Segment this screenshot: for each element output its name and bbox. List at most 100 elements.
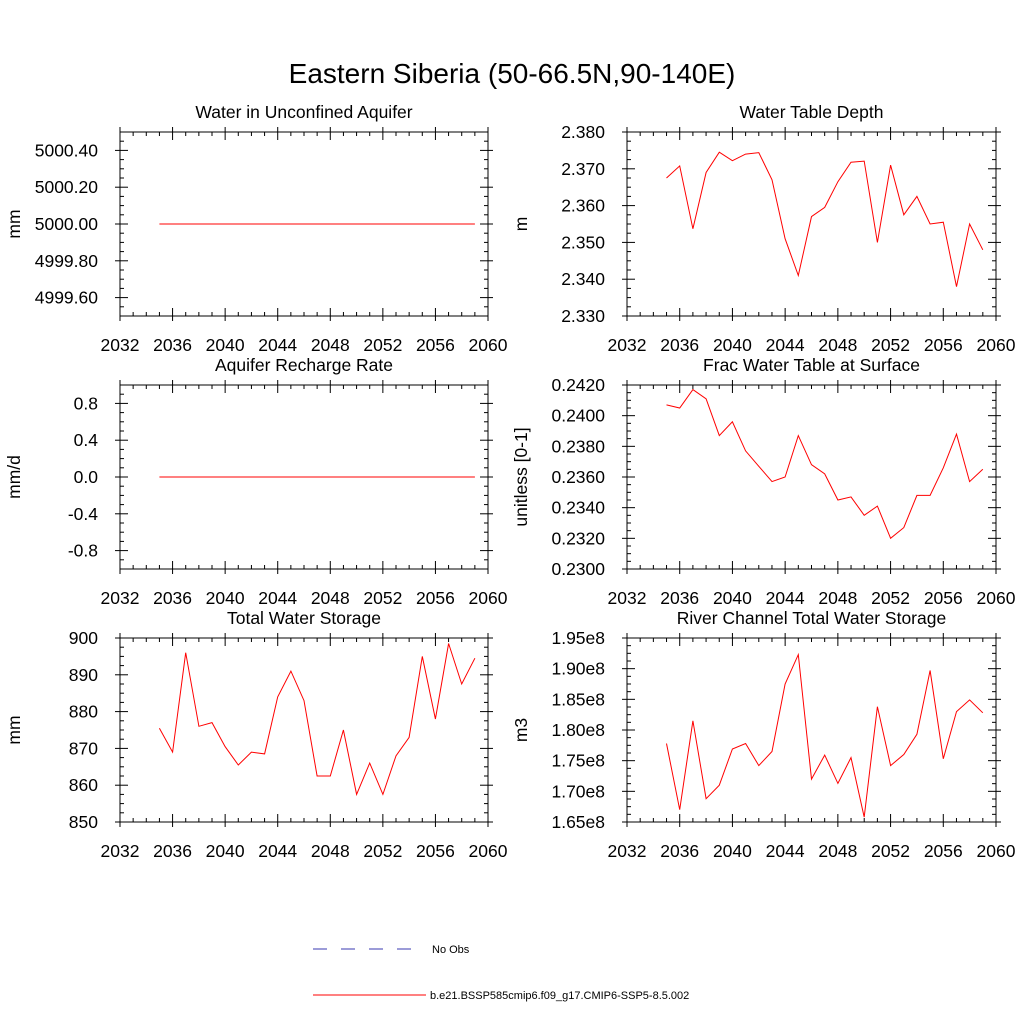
x-tick-label: 2048: [818, 588, 857, 608]
panels: Water in Unconfined Aquifer mm 2032 2036 204…: [4, 102, 1016, 861]
x-tick-label: 2052: [363, 335, 402, 355]
y-tick-label: 5000.00: [35, 214, 99, 234]
y-tick-label: 890: [69, 665, 98, 685]
x-tick-label: 2040: [206, 588, 245, 608]
panel-recharge: Aquifer Recharge Rate mm/d 2032 2036 2040 204…: [4, 355, 508, 608]
x-tick-label: 2032: [608, 335, 647, 355]
y-tick-label: 850: [69, 812, 98, 832]
y-axis-label: m: [511, 217, 531, 232]
series-line-rivstor: [666, 652, 984, 818]
x-tick-label: 2052: [871, 588, 910, 608]
plot-frame: [626, 131, 997, 317]
y-tick-label: 0.4: [74, 430, 99, 450]
x-tick-label: 2048: [818, 335, 857, 355]
x-tick-label: 2060: [977, 588, 1016, 608]
panel-title: Frac Water Table at Surface: [703, 355, 920, 375]
y-tick-label: 860: [69, 775, 98, 795]
x-tick-label: 2032: [101, 588, 140, 608]
y-tick-label: 0.2400: [551, 406, 605, 426]
y-tick-label: 880: [69, 702, 98, 722]
y-axis: 0.2300 0.2320 0.2340 0.2360 0.2380 0.2400 0.24…: [551, 375, 1001, 579]
x-tick-label: 2032: [101, 841, 140, 861]
y-axis: 850 860 870 880 890 900: [69, 628, 493, 832]
x-tick-label: 2036: [660, 335, 699, 355]
panel-tws: Total Water Storage mm 2032 2036 2040 2044 204…: [4, 608, 508, 861]
y-axis: 1.65e8 1.70e8 1.75e8 1.80e8 1.85e8 1.90e8 1.95…: [551, 628, 1001, 832]
x-tick-label: 2056: [416, 335, 455, 355]
panel-aquifer: Water in Unconfined Aquifer mm 2032 2036 204…: [4, 102, 508, 355]
y-tick-label: 1.80e8: [551, 720, 605, 740]
legend-obs-label: No Obs: [432, 944, 470, 956]
x-tick-label: 2044: [258, 335, 297, 355]
y-tick-label: 0.2340: [551, 498, 605, 518]
x-tick-label: 2060: [469, 588, 508, 608]
x-tick-label: 2036: [660, 588, 699, 608]
y-tick-label: 0.2300: [551, 559, 605, 579]
x-tick-label: 2060: [977, 335, 1016, 355]
y-tick-label: 2.360: [561, 196, 605, 216]
y-tick-label: 1.85e8: [551, 689, 605, 709]
y-axis-label: mm: [4, 209, 24, 238]
y-tick-label: 0.2380: [551, 436, 605, 456]
x-tick-label: 2060: [469, 841, 508, 861]
y-tick-label: 4999.60: [35, 288, 99, 308]
x-tick-label: 2056: [924, 335, 963, 355]
x-tick-label: 2036: [153, 841, 192, 861]
x-tick-label: 2036: [660, 841, 699, 861]
x-tick-label: 2048: [818, 841, 857, 861]
y-tick-label: 2.330: [561, 306, 605, 326]
plot-frame: [626, 384, 997, 570]
panel-fracwt: Frac Water Table at Surface unitless [0-1…: [511, 355, 1016, 608]
y-tick-label: 5000.20: [35, 177, 99, 197]
legend-model-label: b.e21.BSSP585cmip6.f09_g17.CMIP6-SSP5-8.…: [430, 990, 689, 1002]
y-tick-label: 0.2320: [551, 528, 605, 548]
x-axis: 2032 2036 2040 2044 2048 2052 2056 2060: [101, 633, 508, 861]
legend: No Obs b.e21.BSSP585cmip6.f09_g17.CMIP6-…: [313, 944, 689, 1002]
x-axis: 2032 2036 2040 2044 2048 2052 2056 2060: [608, 127, 1016, 355]
x-tick-label: 2032: [608, 841, 647, 861]
y-axis: 4999.60 4999.80 5000.00 5000.20 5000.40: [35, 131, 493, 317]
x-axis: 2032 2036 2040 2044 2048 2052 2056 2060: [608, 633, 1016, 861]
x-tick-label: 2060: [977, 841, 1016, 861]
panel-title: River Channel Total Water Storage: [677, 608, 946, 628]
y-axis-label: mm/d: [4, 455, 24, 499]
y-tick-label: 0.0: [74, 467, 99, 487]
y-tick-label: -0.4: [68, 504, 98, 524]
x-tick-label: 2056: [416, 588, 455, 608]
y-axis: 2.330 2.340 2.350 2.360 2.370 2.380: [561, 122, 1001, 326]
y-tick-label: 2.350: [561, 232, 605, 252]
x-tick-label: 2048: [311, 588, 350, 608]
series-line-tws: [158, 643, 476, 797]
y-tick-label: 5000.40: [35, 140, 99, 160]
panel-title: Aquifer Recharge Rate: [215, 355, 393, 375]
panel-title: Water Table Depth: [740, 102, 884, 122]
x-tick-label: 2048: [311, 335, 350, 355]
x-tick-label: 2036: [153, 588, 192, 608]
y-tick-label: 2.340: [561, 269, 605, 289]
x-axis: 2032 2036 2040 2044 2048 2052 2056 2060: [101, 380, 508, 608]
x-tick-label: 2044: [766, 588, 805, 608]
y-tick-label: 870: [69, 738, 98, 758]
y-axis-label: m3: [511, 718, 531, 742]
y-tick-label: 1.70e8: [551, 781, 605, 801]
y-tick-label: 0.8: [74, 393, 98, 413]
series-line-wtd: [666, 151, 984, 287]
x-tick-label: 2056: [416, 841, 455, 861]
y-tick-label: 2.370: [561, 159, 605, 179]
x-tick-label: 2052: [871, 841, 910, 861]
x-tick-label: 2056: [924, 588, 963, 608]
y-tick-label: 2.380: [561, 122, 605, 142]
y-axis: -0.8 -0.4 0.0 0.4 0.8: [68, 384, 493, 570]
x-tick-label: 2040: [206, 841, 245, 861]
x-tick-label: 2040: [713, 335, 752, 355]
x-tick-label: 2040: [206, 335, 245, 355]
x-tick-label: 2040: [713, 588, 752, 608]
y-tick-label: 1.65e8: [551, 812, 605, 832]
y-tick-label: 1.90e8: [551, 659, 605, 679]
panel-title: Water in Unconfined Aquifer: [195, 102, 412, 122]
y-tick-label: 0.2420: [551, 375, 605, 395]
x-tick-label: 2044: [258, 841, 297, 861]
y-tick-label: 900: [69, 628, 98, 648]
